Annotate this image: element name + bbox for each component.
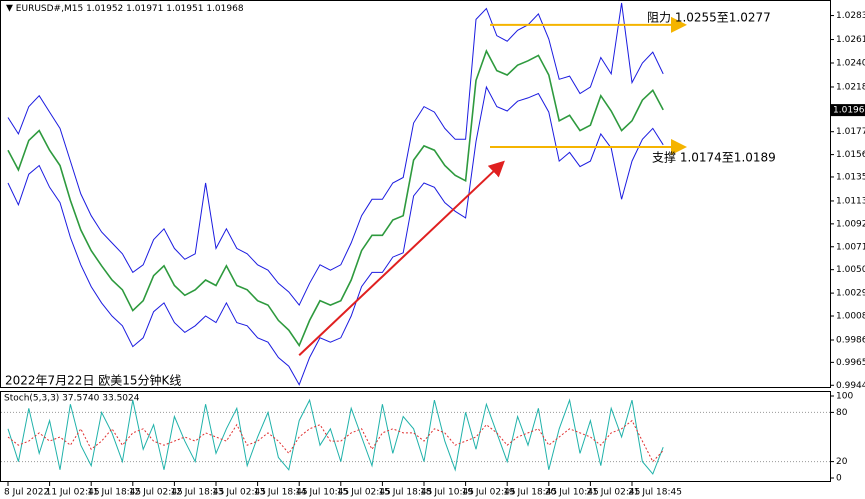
- y-tick-label: 1.00925: [836, 219, 865, 229]
- x-tick-label: 19 Jul 18:45: [503, 488, 557, 498]
- y-tick-label: 1.0218: [836, 82, 865, 92]
- y-tick-label: 80: [836, 408, 848, 418]
- y-tick-label: 1.02835: [836, 11, 865, 21]
- y-tick-label: 1.01135: [836, 196, 865, 206]
- y-tick-label: 0.99655: [836, 358, 865, 368]
- x-tick-label: 21 Jul 18:45: [628, 488, 682, 498]
- y-tick-label: 1.00290: [836, 289, 865, 299]
- trend-arrow: [298, 160, 505, 357]
- x-tick-label: 8 Jul 2022: [4, 488, 49, 498]
- x-tick-label: 18 Jul 10:45: [420, 488, 474, 498]
- y-tick-label: 1.02400: [836, 58, 865, 68]
- x-tick-label: 13 Jul 02:45: [212, 488, 266, 498]
- x-tick-label: 11 Jul 02:45: [46, 488, 100, 498]
- annotation: 2022年7月22日 欧美15分钟K线: [5, 373, 181, 388]
- y-tick-label: 1.01355: [836, 172, 865, 182]
- y-tick-label: 1.00715: [836, 242, 865, 252]
- y-tick-label: 1.02615: [836, 35, 865, 45]
- y-tick-label: 20: [836, 457, 848, 467]
- stoch-title: Stoch(5,3,3) 37.5740 33.5024: [4, 394, 140, 404]
- y-tick-label: 1.00505: [836, 265, 865, 275]
- series-line: [7, 419, 664, 463]
- x-tick-label: 15 Jul 18:45: [378, 488, 432, 498]
- series-line: [7, 398, 664, 475]
- series-line: [7, 85, 664, 386]
- series-line: [7, 2, 664, 307]
- y-tick-label: 0: [836, 474, 842, 484]
- x-tick-label: 15 Jul 02:45: [337, 488, 391, 498]
- x-tick-label: 20 Jul 10:45: [545, 488, 599, 498]
- annotation: 阻力 1.0255至1.0277: [647, 11, 771, 25]
- y-tick-label: 0.99445: [836, 381, 865, 391]
- annotation: 支撑 1.0174至1.0189: [652, 150, 776, 165]
- x-tick-label: 13 Jul 18:45: [254, 488, 308, 498]
- x-tick-label: 19 Jul 02:45: [462, 488, 516, 498]
- y-tick-label: 1.0156: [836, 150, 865, 160]
- y-tick-label: 100: [836, 392, 853, 402]
- chart-title: ▼ EURUSD#,M15 1.01952 1.01971 1.01951 1.…: [6, 4, 244, 14]
- price-box-label: 1.01968: [833, 106, 865, 116]
- series-line: [7, 49, 664, 348]
- x-tick-label: 21 Jul 02:45: [586, 488, 640, 498]
- y-tick-label: 1.0177: [836, 127, 865, 137]
- x-tick-label: 12 Jul 02:45: [129, 488, 183, 498]
- stoch-panel: [0, 391, 831, 482]
- x-tick-label: 12 Jul 18:45: [170, 488, 224, 498]
- x-tick-label: 11 Jul 18:45: [87, 488, 141, 498]
- price-box: [831, 104, 865, 117]
- x-tick-label: 14 Jul 10:45: [295, 488, 349, 498]
